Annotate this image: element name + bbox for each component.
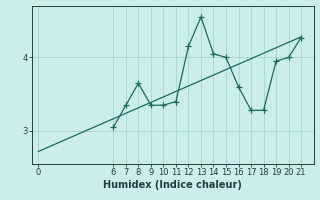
X-axis label: Humidex (Indice chaleur): Humidex (Indice chaleur) <box>103 180 242 190</box>
